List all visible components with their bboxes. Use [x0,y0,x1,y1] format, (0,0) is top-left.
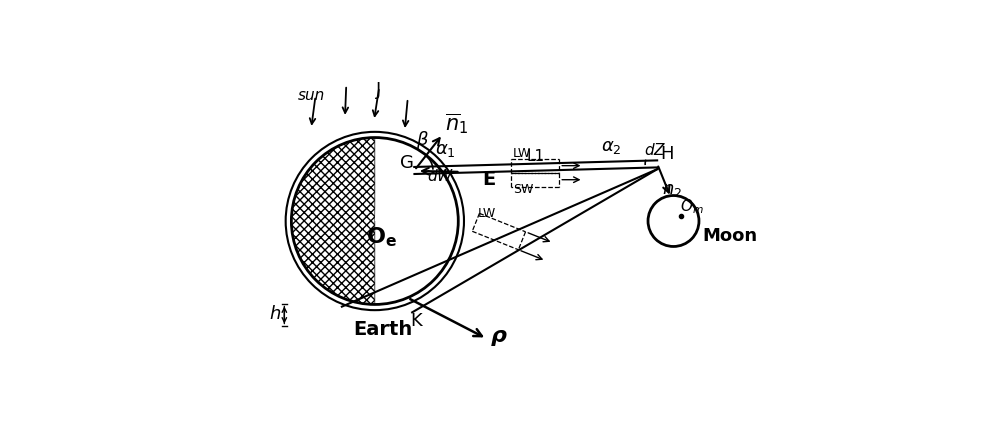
Text: $\boldsymbol{\rho}$: $\boldsymbol{\rho}$ [490,328,508,348]
Circle shape [648,195,699,247]
Text: $h$: $h$ [269,305,281,323]
Text: Moon: Moon [702,227,758,245]
Text: $dW$: $dW$ [427,168,454,183]
Text: $\alpha_2$: $\alpha_2$ [601,138,622,156]
Text: sun: sun [298,88,325,103]
Text: $dZ$: $dZ$ [644,142,666,158]
Text: $\mathbf{E}$: $\mathbf{E}$ [482,170,496,189]
Text: $\overline{n}_1$: $\overline{n}_1$ [445,111,468,136]
Text: K: K [410,312,422,330]
Text: $O_m$: $O_m$ [680,197,703,216]
Text: $\alpha_1$: $\alpha_1$ [435,141,456,159]
Text: $\beta$: $\beta$ [416,129,429,151]
Text: G: G [400,154,414,172]
Polygon shape [291,137,375,305]
Text: L1: L1 [526,149,544,164]
Text: $\mathbf{O_e}$: $\mathbf{O_e}$ [366,225,397,248]
Text: $n_2$: $n_2$ [662,181,682,199]
Polygon shape [375,138,458,221]
Text: SW: SW [513,183,533,196]
Text: LW: LW [513,147,531,160]
Text: J: J [376,81,381,99]
Text: H: H [660,145,673,163]
Text: LW: LW [478,207,496,220]
Text: Earth: Earth [353,320,412,339]
